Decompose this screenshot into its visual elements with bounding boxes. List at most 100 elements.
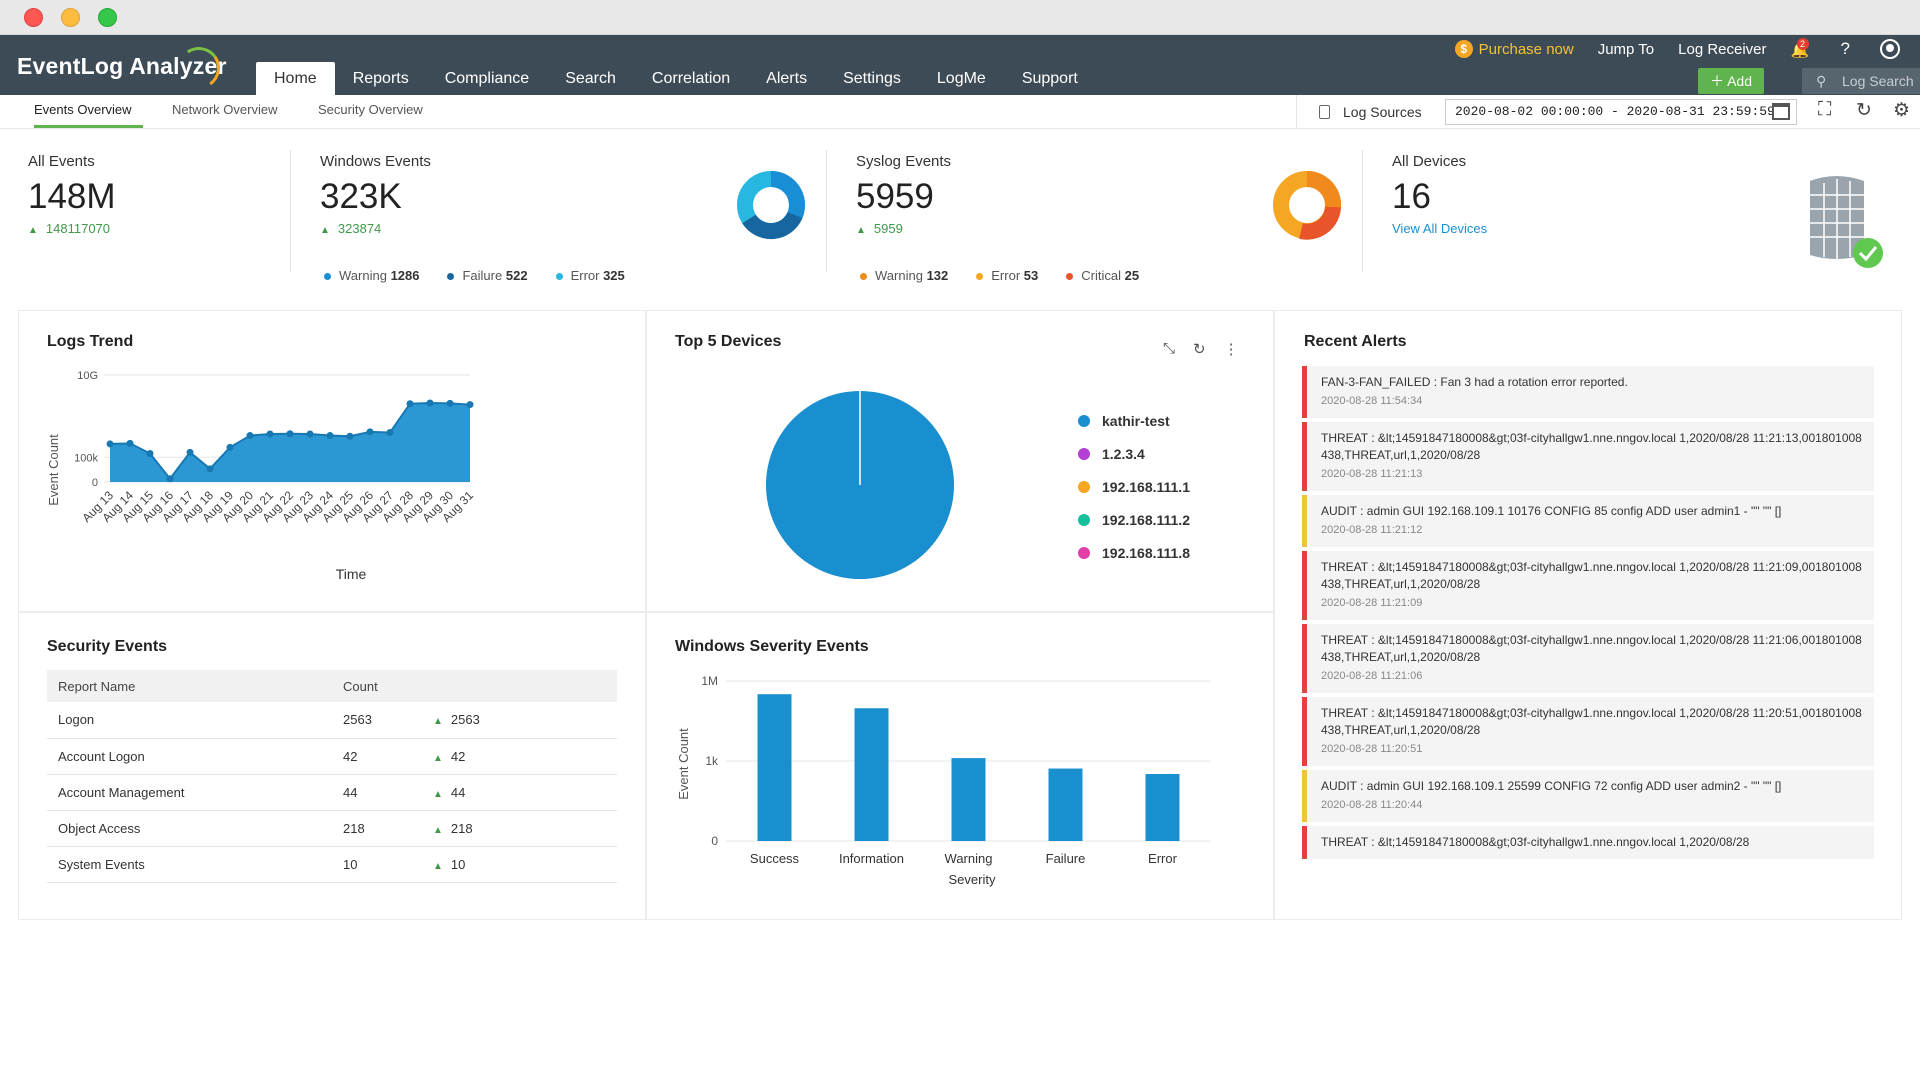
notifications-button[interactable]: 🔔 2 — [1791, 38, 1811, 59]
trend-point[interactable] — [226, 443, 234, 451]
trend-point[interactable] — [346, 432, 354, 440]
legend-count: 132 — [926, 268, 949, 283]
tab-events-overview[interactable]: Events Overview — [34, 95, 143, 128]
table-row[interactable]: Logon 2563 ▲ 2563 — [47, 702, 617, 739]
trend-point[interactable] — [126, 439, 134, 447]
severity-y-ticks: 0 1k 1M — [701, 674, 719, 848]
jump-to-link[interactable]: Jump To — [1597, 40, 1655, 58]
alert-item[interactable]: THREAT : &lt;14591847180008&gt;03f-cityh… — [1302, 624, 1874, 693]
severity-bar-chart[interactable]: Success Information Warning Failure Error 0 1… — [666, 666, 1236, 906]
nav-settings[interactable]: Settings — [843, 70, 901, 87]
alert-item[interactable]: THREAT : &lt;14591847180008&gt;03f-cityh… — [1302, 551, 1874, 620]
minimize-window-button[interactable] — [61, 8, 80, 27]
trend-point[interactable] — [426, 399, 434, 407]
trend-point[interactable] — [106, 440, 114, 448]
table-row[interactable]: Account Management 44 ▲ 44 — [47, 774, 617, 811]
table-row[interactable]: Object Access 218 ▲ 218 — [47, 810, 617, 847]
calendar-icon[interactable] — [1772, 103, 1790, 120]
alert-item[interactable]: THREAT : &lt;14591847180008&gt;03f-cityh… — [1302, 422, 1874, 491]
trend-point[interactable] — [386, 429, 394, 437]
trend-point[interactable] — [166, 475, 174, 483]
fullscreen-icon[interactable]: ⛶ — [1818, 99, 1832, 120]
maximize-window-button[interactable] — [98, 8, 117, 27]
windows-donut-chart[interactable] — [735, 169, 807, 241]
more-options-icon[interactable]: ⋮ — [1223, 341, 1239, 358]
trend-point[interactable] — [406, 400, 414, 408]
nav-search[interactable]: Search — [565, 70, 616, 87]
bar-information[interactable] — [854, 708, 889, 841]
alert-item[interactable]: THREAT : &lt;14591847180008&gt;03f-cityh… — [1302, 826, 1874, 859]
coin-icon: $ — [1454, 40, 1473, 58]
stat-label: All Devices — [1392, 153, 1467, 170]
expand-icon[interactable]: ⤡ — [1163, 340, 1176, 357]
up-arrow-icon: ▲ — [433, 716, 443, 728]
trend-point[interactable] — [286, 430, 294, 438]
report-name-cell[interactable]: Logon — [47, 702, 332, 739]
count-cell: 10 — [332, 846, 422, 883]
report-name-cell[interactable]: Account Logon — [47, 738, 332, 775]
trend-point[interactable] — [246, 432, 254, 440]
trend-point[interactable] — [146, 450, 154, 458]
nav-logme[interactable]: LogMe — [936, 70, 986, 87]
trend-cell: ▲ 2563 — [422, 702, 617, 739]
bar-success[interactable] — [757, 694, 792, 841]
report-name-cell[interactable]: System Events — [47, 846, 332, 883]
help-button[interactable]: ? — [1840, 39, 1850, 58]
trend-point[interactable] — [186, 448, 194, 456]
top-devices-pie[interactable] — [760, 385, 960, 585]
trend-point[interactable] — [306, 430, 314, 438]
date-range-input[interactable]: 2020-08-02 00:00:00 - 2020-08-31 23:59:5… — [1445, 99, 1797, 125]
legend-dot — [555, 273, 563, 281]
legend-item-kathir-test[interactable]: kathir-test — [1078, 404, 1190, 437]
refresh-icon[interactable]: ↻ — [1856, 100, 1872, 121]
syslog-donut-chart[interactable] — [1271, 169, 1343, 241]
trend-point[interactable] — [266, 430, 274, 438]
table-row[interactable]: System Events 10 ▲ 10 — [47, 846, 617, 883]
alert-item[interactable]: AUDIT : admin GUI 192.168.109.1 25599 CO… — [1302, 770, 1874, 822]
stat-label: Windows Events — [320, 153, 431, 170]
trend-point[interactable] — [206, 465, 214, 473]
alert-item[interactable]: FAN-3-FAN_FAILED : Fan 3 had a rotation … — [1302, 366, 1874, 418]
add-button[interactable]: ＋ Add — [1698, 68, 1764, 94]
refresh-icon[interactable]: ↻ — [1193, 341, 1206, 358]
trend-point[interactable] — [446, 399, 454, 407]
legend-item-192-168-111-1[interactable]: 192.168.111.1 — [1078, 470, 1190, 503]
report-name-cell[interactable]: Object Access — [47, 810, 332, 847]
log-sources-button[interactable]: Log Sources — [1296, 95, 1426, 129]
trend-point[interactable] — [326, 432, 334, 440]
nav-alerts[interactable]: Alerts — [766, 70, 808, 87]
column-header-report-name[interactable]: Report Name — [47, 670, 332, 702]
trend-point[interactable] — [366, 428, 374, 436]
table-row[interactable]: Account Logon 42 ▲ 42 — [47, 738, 617, 775]
legend-item-192-168-111-2[interactable]: 192.168.111.2 — [1078, 503, 1190, 536]
up-arrow-icon: ▲ — [433, 860, 443, 872]
nav-compliance[interactable]: Compliance — [444, 70, 530, 87]
tab-network-overview[interactable]: Network Overview — [172, 102, 278, 117]
view-all-devices-link[interactable]: View All Devices — [1392, 221, 1488, 236]
legend-item-192-168-111-8[interactable]: 192.168.111.8 — [1078, 536, 1190, 569]
nav-reports[interactable]: Reports — [352, 70, 409, 87]
column-header-count[interactable]: Count — [332, 670, 422, 702]
app-logo[interactable]: EventLog Analyzer — [17, 53, 227, 79]
alert-item[interactable]: AUDIT : admin GUI 192.168.109.1 10176 CO… — [1302, 495, 1874, 547]
log-search-box[interactable]: ⚲ Log Search — [1802, 68, 1920, 94]
nav-correlation[interactable]: Correlation — [651, 70, 731, 87]
bar-warning[interactable] — [951, 758, 986, 841]
purchase-link[interactable]: $ Purchase now — [1454, 40, 1574, 58]
legend-item-1-2-3-4[interactable]: 1.2.3.4 — [1078, 437, 1190, 470]
tab-security-overview[interactable]: Security Overview — [318, 102, 423, 117]
bar-error[interactable] — [1145, 774, 1180, 841]
alert-item[interactable]: THREAT : &lt;14591847180008&gt;03f-cityh… — [1302, 697, 1874, 766]
bar-failure[interactable] — [1048, 768, 1083, 841]
alert-timestamp: 2020-08-28 11:21:13 — [1321, 468, 1423, 480]
close-window-button[interactable] — [24, 8, 43, 27]
trend-point[interactable] — [466, 401, 474, 409]
report-name-cell[interactable]: Account Management — [47, 774, 332, 811]
user-avatar-icon[interactable] — [1880, 39, 1900, 59]
gear-icon[interactable]: ⚙ — [1893, 100, 1911, 121]
log-receiver-link[interactable]: Log Receiver — [1678, 40, 1767, 58]
trend-x-label: Time — [336, 566, 367, 582]
nav-home[interactable]: Home — [256, 62, 335, 95]
nav-support[interactable]: Support — [1021, 70, 1078, 87]
